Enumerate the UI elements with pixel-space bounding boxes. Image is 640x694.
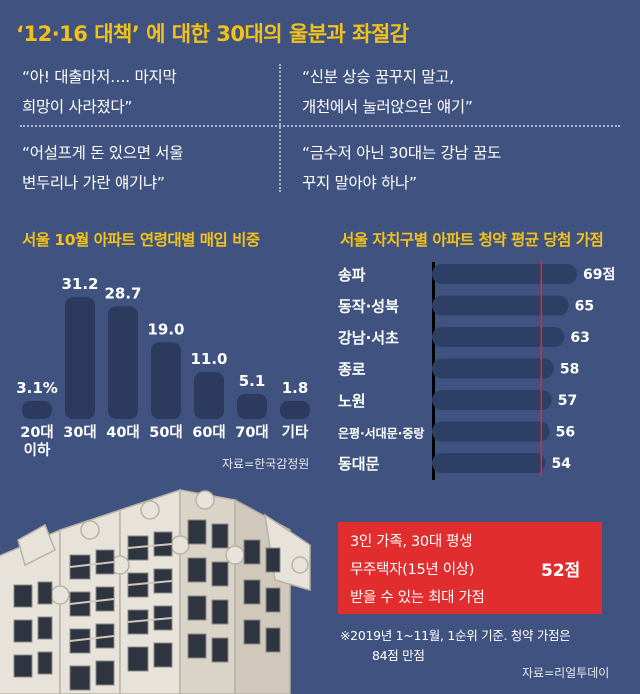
district-bar bbox=[432, 327, 565, 347]
age-category-label: 기타 bbox=[282, 424, 309, 441]
age-bar-value: 3.1% bbox=[16, 379, 58, 397]
quote-1-line2: 희망이 사라졌다” bbox=[22, 98, 133, 116]
age-bar bbox=[151, 342, 181, 419]
quote-3-line2: 변두리나 가란 얘기냐” bbox=[22, 174, 165, 192]
age-category-label: 50대 bbox=[149, 424, 183, 441]
info-line-3: 받을 수 있는 최대 가점 bbox=[350, 590, 485, 606]
quote-1-line1: “아! 대출마저…. 마지막 bbox=[22, 68, 177, 86]
info-line-1: 3인 가족, 30대 평생 bbox=[350, 534, 473, 550]
district-label: 종로 bbox=[338, 361, 366, 379]
district-bar bbox=[432, 295, 569, 316]
district-label: 송파 bbox=[338, 266, 366, 284]
quote-3: “어설프게 돈 있으면 서울 변두리나 가란 얘기냐” bbox=[22, 138, 184, 198]
age-bar-value: 5.1 bbox=[239, 372, 266, 390]
age-category-label: 30대 bbox=[63, 424, 97, 441]
age-category-label: 60대 bbox=[192, 424, 226, 441]
age-bar-value: 19.0 bbox=[147, 320, 184, 338]
district-bar-value: 54 bbox=[551, 456, 571, 472]
district-bar-value: 63 bbox=[570, 330, 589, 346]
age-bar bbox=[194, 372, 224, 419]
district-chart-source: 자료=리얼투데이 bbox=[522, 666, 610, 680]
age-category-label: 70대 bbox=[235, 424, 269, 441]
age-bar bbox=[65, 297, 95, 419]
headline: ‘12·16 대책’ 에 대한 30대의 울분과 좌절감 bbox=[16, 22, 409, 46]
quote-1: “아! 대출마저…. 마지막 희망이 사라졌다” bbox=[22, 62, 177, 122]
district-chart-title: 서울 자치구별 아파트 청약 평균 당첨 가점 bbox=[340, 231, 604, 249]
quote-4-line2: 꾸지 말아야 하나” bbox=[302, 174, 417, 192]
district-bar-value: 56 bbox=[556, 425, 575, 441]
age-chart-title: 서울 10월 아파트 연령대별 매입 비중 bbox=[22, 231, 260, 249]
district-bar-value: 69점 bbox=[583, 266, 615, 283]
age-chart-source: 자료=한국감정원 bbox=[222, 457, 310, 471]
quote-vertical-divider bbox=[279, 64, 281, 192]
age-bar bbox=[280, 401, 310, 419]
district-bar bbox=[432, 264, 577, 284]
age-bar-value: 1.8 bbox=[282, 379, 309, 397]
quote-horizontal-divider bbox=[20, 125, 620, 127]
district-label: 동작·성북 bbox=[338, 298, 399, 316]
district-label: 은평·서대문·중랑 bbox=[338, 426, 424, 441]
age-bar-value: 31.2 bbox=[61, 275, 98, 293]
age-bar bbox=[237, 394, 267, 419]
quote-2: “신분 상승 꿈꾸지 말고, 개천에서 눌러앉으란 얘기” bbox=[302, 62, 473, 122]
district-label: 동대문 bbox=[338, 455, 380, 473]
age-bar bbox=[108, 306, 138, 419]
district-label: 강남·서초 bbox=[338, 329, 399, 347]
age-bar-value: 28.7 bbox=[104, 284, 141, 302]
quote-4: “금수저 아닌 30대는 강남 꿈도 꾸지 말아야 하나” bbox=[302, 138, 501, 198]
district-score-bar-chart: 69점 송파 65 동작·성북 63 강남·서초 58 종로 57 노원 56 은평·서대문·중랑 54… bbox=[338, 260, 615, 480]
age-bar-value: 11.0 bbox=[190, 350, 227, 368]
max-score-info-box: 3인 가족, 30대 평생 무주택자(15년 이상) 받을 수 있는 최대 가점… bbox=[338, 522, 602, 614]
district-bar-value: 65 bbox=[575, 299, 594, 315]
note-line-1: ※2019년 1~11월, 1순위 기준. 청약 가점은 bbox=[340, 628, 571, 643]
district-bar-value: 58 bbox=[560, 362, 579, 378]
age-category-label: 20대 bbox=[20, 424, 54, 441]
apartment-puzzle-illustration bbox=[0, 488, 311, 694]
district-bar bbox=[432, 358, 554, 379]
district-bar bbox=[432, 453, 546, 473]
district-bar-value: 57 bbox=[558, 393, 577, 409]
district-bar bbox=[432, 421, 550, 442]
district-bar bbox=[432, 390, 552, 410]
quote-4-line1: “금수저 아닌 30대는 강남 꿈도 bbox=[302, 144, 501, 162]
age-category-label: 40대 bbox=[106, 424, 140, 441]
age-bar bbox=[22, 401, 52, 419]
quote-2-line2: 개천에서 눌러앉으란 얘기” bbox=[302, 98, 473, 116]
note-line-2: 84점 만점 bbox=[372, 648, 425, 663]
age-category-label: 이하 bbox=[24, 442, 51, 459]
quote-3-line1: “어설프게 돈 있으면 서울 bbox=[22, 144, 184, 162]
info-score: 52점 bbox=[541, 561, 581, 581]
district-label: 노원 bbox=[338, 392, 366, 410]
quote-2-line1: “신분 상승 꿈꾸지 말고, bbox=[302, 68, 454, 86]
info-line-2: 무주택자(15년 이상) bbox=[350, 562, 475, 578]
